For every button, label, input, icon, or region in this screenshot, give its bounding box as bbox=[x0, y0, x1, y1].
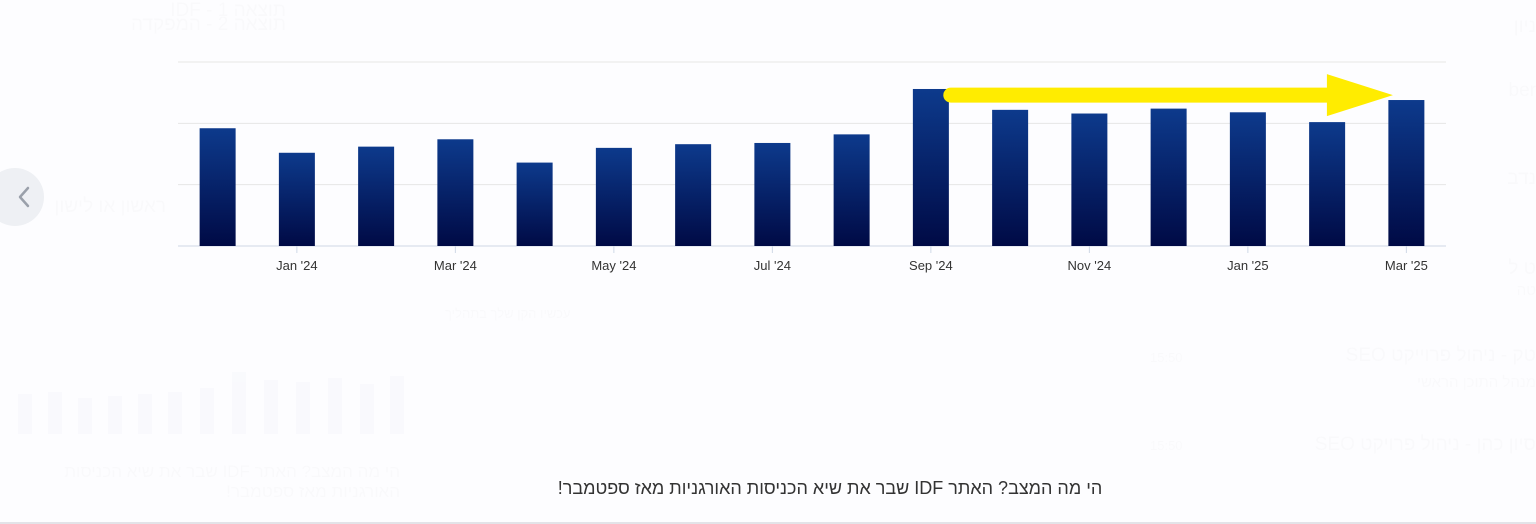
bottom-divider bbox=[0, 522, 1536, 524]
chart-bar bbox=[358, 146, 395, 246]
x-tick-label: Mar '25 bbox=[1385, 258, 1428, 273]
chart-bar bbox=[1388, 100, 1425, 246]
x-tick-label: May '24 bbox=[591, 258, 636, 273]
chart-bar bbox=[1309, 122, 1346, 246]
chart-bar bbox=[1229, 112, 1266, 246]
chart-bar bbox=[595, 147, 632, 246]
chart-bar bbox=[278, 152, 315, 246]
x-tick-label: Nov '24 bbox=[1068, 258, 1112, 273]
arrow-head bbox=[1326, 74, 1393, 117]
x-tick-label: Jan '24 bbox=[276, 258, 318, 273]
chevron-left-icon bbox=[18, 186, 30, 208]
chart-bar bbox=[516, 162, 553, 246]
x-tick-label: Jul '24 bbox=[754, 258, 791, 273]
annotation bbox=[943, 74, 1393, 117]
x-axis-ticks: Jan '24 Mar '24 May '24 Jul '24 Sep '24 Nov '… bbox=[276, 246, 1428, 273]
slide-caption: הי מה המצב? האתר IDF שבר את שיא הכניסות … bbox=[557, 478, 1103, 498]
chart-bar bbox=[992, 109, 1029, 246]
chart-bar bbox=[912, 88, 949, 246]
chart-bar bbox=[675, 144, 712, 246]
x-tick-label: Mar '24 bbox=[434, 258, 477, 273]
x-tick-label: Sep '24 bbox=[909, 258, 953, 273]
chart-bar bbox=[437, 139, 474, 246]
chart-bar bbox=[1071, 113, 1108, 247]
x-tick-label: Jan '25 bbox=[1227, 258, 1269, 273]
chart-bar bbox=[833, 134, 870, 246]
chart-bar bbox=[1150, 108, 1187, 246]
chart-bar bbox=[199, 128, 236, 246]
chart-bar bbox=[754, 142, 791, 246]
bar-chart: Jan '24 Mar '24 May '24 Jul '24 Sep '24 Nov '… bbox=[178, 61, 1446, 273]
bars bbox=[199, 88, 1425, 247]
